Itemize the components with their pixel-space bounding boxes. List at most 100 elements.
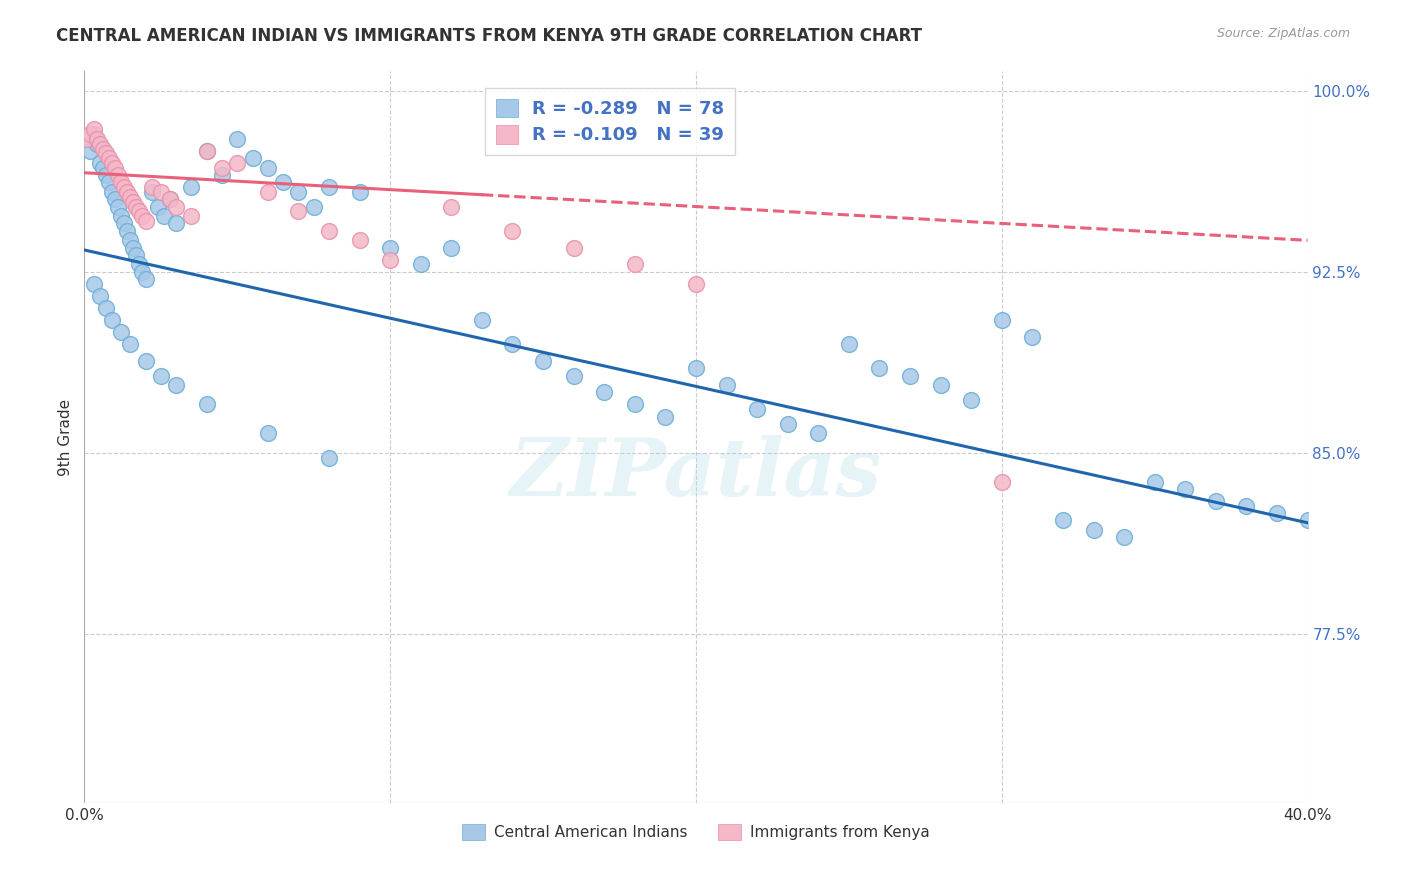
Point [302,200,325,214]
Point [101,156,124,170]
Point [624,258,647,272]
Text: CENTRAL AMERICAN INDIAN VS IMMIGRANTS FROM KENYA 9TH GRADE CORRELATION CHART: CENTRAL AMERICAN INDIAN VS IMMIGRANTS FR… [56,27,922,45]
Point [79,127,101,141]
Point [869,361,891,376]
Point [1174,482,1197,496]
Point [257,161,280,175]
Point [146,200,169,214]
Point [159,192,181,206]
Point [115,224,138,238]
Point [110,209,132,223]
Point [86,136,108,151]
Point [898,368,921,383]
Point [471,313,494,327]
Y-axis label: 9th Grade: 9th Grade [58,399,73,475]
Point [120,190,142,204]
Point [76,132,98,146]
Point [120,337,142,351]
Point [128,258,150,272]
Point [257,185,280,199]
Point [838,337,860,351]
Point [153,209,176,223]
Point [1143,475,1166,489]
Point [318,224,340,238]
Point [120,233,142,247]
Point [242,151,264,165]
Point [991,475,1014,489]
Point [440,241,463,255]
Point [94,301,117,315]
Point [159,192,181,206]
Point [654,409,676,424]
Point [991,313,1014,327]
Point [624,397,647,411]
Point [211,168,233,182]
Point [685,277,707,291]
Point [135,272,157,286]
Point [502,337,524,351]
Point [1296,513,1319,527]
Point [409,258,432,272]
Point [149,185,172,199]
Point [929,378,952,392]
Point [776,417,799,431]
Point [747,402,769,417]
Point [110,325,132,339]
Point [685,361,707,376]
Point [287,185,309,199]
Point [94,168,117,182]
Point [112,180,135,194]
Point [97,151,120,165]
Point [380,241,402,255]
Point [128,204,150,219]
Point [104,192,127,206]
Point [107,168,129,182]
Point [101,185,124,199]
Point [502,224,524,238]
Point [83,127,105,141]
Point [1083,523,1105,537]
Point [122,194,145,209]
Point [165,378,187,392]
Point [131,209,153,223]
Point [141,185,163,199]
Point [180,180,202,194]
Point [226,132,249,146]
Point [349,185,371,199]
Point [131,265,153,279]
Point [1265,506,1288,520]
Point [83,122,105,136]
Point [180,209,202,223]
Point [380,252,402,267]
Point [593,385,616,400]
Point [101,313,124,327]
Point [149,368,172,383]
Point [807,426,830,441]
Point [91,142,114,156]
Point [271,175,294,189]
Point [257,426,280,441]
Point [1052,513,1074,527]
Point [135,354,157,368]
Point [86,132,108,146]
Point [165,200,187,214]
Point [440,200,463,214]
Point [91,161,114,175]
Point [287,204,309,219]
Point [211,161,233,175]
Point [97,175,120,189]
Point [195,397,218,411]
Point [960,392,983,407]
Point [104,161,127,175]
Point [125,200,148,214]
Point [83,277,105,291]
Point [318,180,340,194]
Legend: Central American Indians, Immigrants from Kenya: Central American Indians, Immigrants fro… [456,818,936,847]
Point [122,241,145,255]
Point [89,136,111,151]
Point [318,450,340,465]
Point [531,354,554,368]
Point [89,156,111,170]
Point [1236,499,1258,513]
Point [112,216,135,230]
